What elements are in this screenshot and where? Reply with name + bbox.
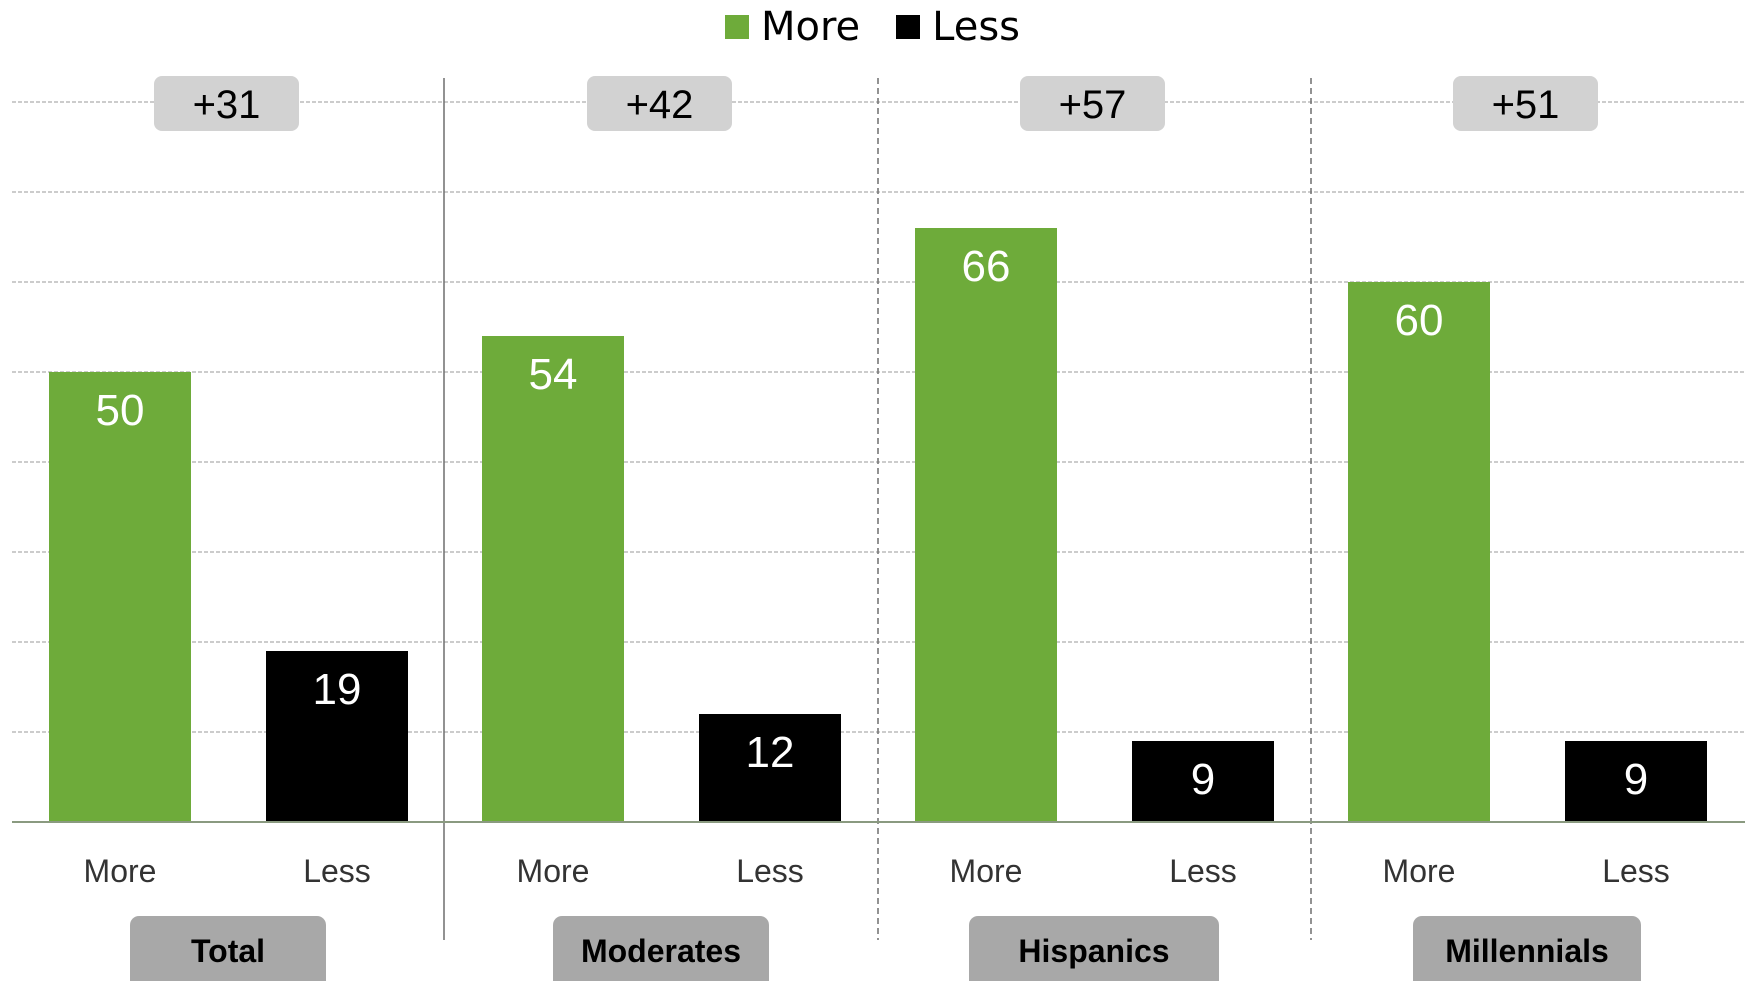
legend-label-less: Less [932,4,1021,50]
x-tick-label: Less [736,853,804,889]
bar-more [915,228,1057,822]
group-label: Total [191,933,265,969]
diff-badge-label: +42 [626,83,694,127]
diff-badge [1020,76,1165,131]
data-label-less: 9 [1624,755,1648,804]
group-label: Millennials [1445,933,1609,969]
data-label-less: 9 [1191,755,1215,804]
diff-badge-label: +51 [1492,83,1560,127]
x-tick-label: More [950,853,1023,889]
legend-item-less: Less [896,4,1020,50]
group-label: Moderates [581,933,741,969]
data-label-more: 66 [962,242,1011,291]
group-label-box [130,916,326,986]
legend-label-more: More [760,4,861,50]
x-tick-label: Less [1602,853,1670,889]
data-label-less: 12 [746,728,795,777]
data-label-more: 54 [529,350,578,399]
x-tick-label: Less [303,853,371,889]
group-label-box [553,916,769,986]
bar-more [1348,282,1490,822]
x-tick-label: Less [1169,853,1237,889]
x-tick-label: More [517,853,590,889]
group-label-box [969,916,1219,986]
legend: More Less [0,2,1745,52]
diff-badge [154,76,299,131]
legend-item-more: More [724,4,861,50]
data-label-more: 60 [1395,296,1444,345]
legend-swatch-less [896,15,921,39]
x-tick-label: More [84,853,157,889]
bar-less [1132,741,1274,822]
bar-less [266,651,408,822]
data-label-more: 50 [96,386,145,435]
x-tick-label: More [1383,853,1456,889]
diff-badge-label: +31 [193,83,261,127]
bar-less [699,714,841,822]
group-label-box [1413,916,1641,986]
diff-badge [1453,76,1598,131]
data-label-less: 19 [313,665,362,714]
bar-more [482,336,624,822]
bar-more [49,372,191,822]
diff-badge [587,76,732,131]
bar-less [1565,741,1707,822]
group-label: Hispanics [1018,933,1169,969]
diff-badge-label: +57 [1059,83,1127,127]
legend-swatch-more [724,15,749,39]
